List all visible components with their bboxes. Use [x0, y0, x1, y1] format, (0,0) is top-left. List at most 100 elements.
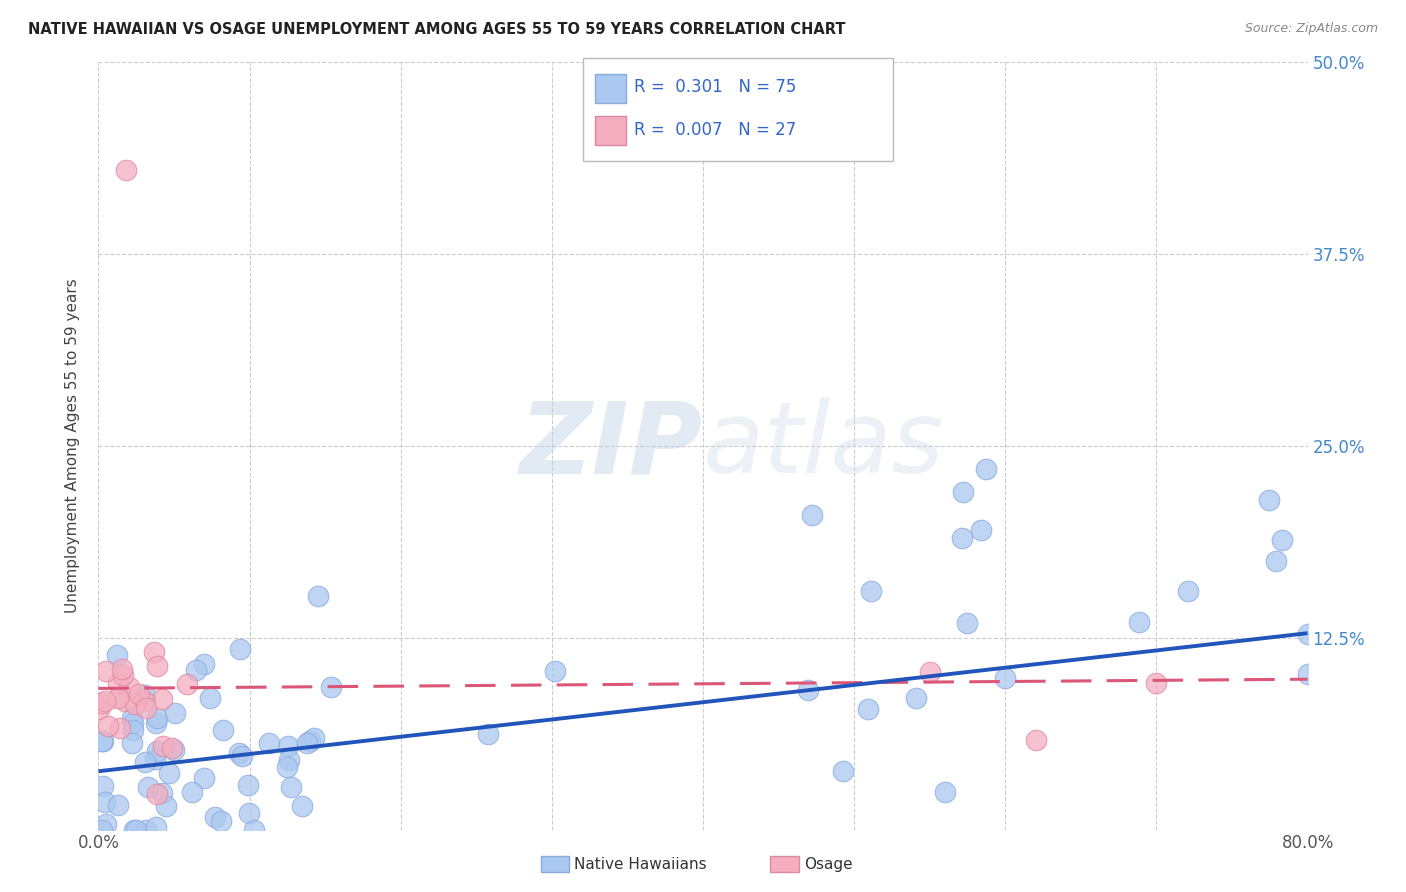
Point	[228, 746, 250, 760]
Point	[157, 766, 180, 780]
Point	[97, 719, 120, 733]
Text: NATIVE HAWAIIAN VS OSAGE UNEMPLOYMENT AMONG AGES 55 TO 59 YEARS CORRELATION CHAR: NATIVE HAWAIIAN VS OSAGE UNEMPLOYMENT AM…	[28, 22, 845, 37]
Point	[163, 706, 186, 720]
Point	[859, 583, 882, 598]
Point	[297, 736, 319, 750]
Point	[146, 787, 169, 801]
Point	[236, 778, 259, 792]
Point	[276, 760, 298, 774]
Point	[974, 462, 997, 476]
Point	[145, 820, 167, 834]
Point	[277, 739, 299, 753]
Point	[184, 663, 207, 677]
Point	[257, 736, 280, 750]
Y-axis label: Unemployment Among Ages 55 to 59 years: Unemployment Among Ages 55 to 59 years	[65, 278, 80, 614]
Point	[1257, 492, 1279, 507]
Point	[108, 721, 131, 735]
Point	[135, 822, 157, 837]
Point	[111, 662, 134, 676]
Point	[832, 764, 855, 778]
Point	[111, 668, 134, 682]
Point	[93, 694, 115, 708]
Point	[800, 508, 823, 522]
Point	[125, 822, 148, 837]
Point	[150, 786, 173, 800]
Point	[204, 810, 226, 824]
Point	[152, 739, 174, 753]
Point	[122, 716, 145, 731]
Point	[1271, 533, 1294, 548]
Point	[280, 780, 302, 794]
Point	[91, 696, 114, 710]
Point	[134, 688, 156, 702]
Text: R =  0.007   N = 27: R = 0.007 N = 27	[634, 121, 796, 139]
Point	[124, 698, 146, 712]
Point	[544, 664, 567, 678]
Point	[91, 734, 114, 748]
Point	[198, 691, 221, 706]
Point	[107, 690, 129, 705]
Point	[134, 755, 156, 769]
Point	[934, 785, 956, 799]
Point	[950, 531, 973, 545]
Point	[121, 723, 143, 738]
Point	[91, 779, 114, 793]
Point	[145, 716, 167, 731]
Point	[160, 741, 183, 756]
Point	[298, 734, 321, 748]
Point	[94, 795, 117, 809]
Text: ZIP: ZIP	[520, 398, 703, 494]
Point	[146, 710, 169, 724]
Point	[291, 799, 314, 814]
Text: Native Hawaiians: Native Hawaiians	[574, 857, 706, 871]
Point	[146, 658, 169, 673]
Point	[1128, 615, 1150, 630]
Point	[1177, 583, 1199, 598]
Point	[94, 816, 117, 830]
Point	[122, 822, 145, 837]
Point	[238, 806, 260, 821]
Point	[118, 680, 141, 694]
Point	[105, 648, 128, 662]
Point	[211, 723, 233, 737]
Point	[856, 702, 879, 716]
Point	[193, 657, 215, 672]
Point	[1144, 675, 1167, 690]
Point	[970, 524, 993, 538]
Point	[1296, 667, 1319, 681]
Point	[994, 672, 1017, 686]
Point	[956, 615, 979, 630]
Point	[107, 675, 129, 690]
Point	[91, 822, 114, 837]
Point	[321, 680, 343, 694]
Point	[193, 772, 215, 786]
Point	[121, 711, 143, 725]
Point	[128, 687, 150, 701]
Point	[904, 691, 927, 706]
Point	[231, 749, 253, 764]
Point	[87, 701, 110, 715]
Point	[114, 162, 136, 177]
Point	[229, 642, 252, 657]
Text: Osage: Osage	[804, 857, 853, 871]
Point	[1264, 554, 1286, 568]
Point	[1024, 733, 1046, 747]
Point	[918, 665, 941, 680]
Point	[155, 799, 177, 814]
Text: R =  0.301   N = 75: R = 0.301 N = 75	[634, 78, 796, 96]
Text: atlas: atlas	[703, 398, 945, 494]
Point	[107, 797, 129, 812]
Point	[176, 677, 198, 691]
Point	[242, 822, 264, 837]
Point	[135, 701, 157, 715]
Point	[114, 694, 136, 708]
Point	[142, 645, 165, 659]
Point	[307, 589, 329, 603]
Point	[302, 731, 325, 745]
Point	[146, 743, 169, 757]
Point	[477, 727, 499, 741]
Point	[952, 485, 974, 500]
Point	[121, 736, 143, 750]
Point	[96, 664, 118, 678]
Point	[797, 682, 820, 697]
